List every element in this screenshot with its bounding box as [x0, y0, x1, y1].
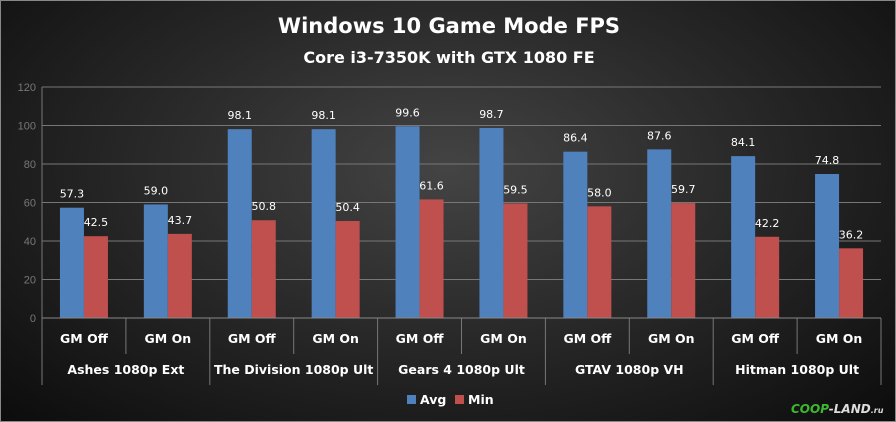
x-category-label: GM On: [480, 331, 527, 346]
bar-avg: [731, 156, 756, 318]
x-category-label: GM Off: [228, 331, 277, 346]
bar-min: [587, 206, 612, 318]
watermark-part: -LAND: [829, 402, 871, 416]
x-category-label: GM Off: [396, 331, 445, 346]
data-label: 57.3: [60, 188, 85, 201]
x-category-label: GM On: [648, 331, 695, 346]
data-label: 98.7: [479, 108, 504, 121]
data-label: 58.0: [587, 186, 612, 199]
y-tick-label: 120: [18, 82, 36, 94]
bar-avg: [815, 174, 840, 318]
y-tick-label: 80: [24, 159, 36, 171]
data-label: 98.1: [228, 109, 253, 122]
y-tick-label: 40: [24, 236, 36, 248]
bar-min: [83, 236, 108, 318]
y-tick-label: 20: [24, 275, 36, 287]
y-tick-label: 0: [30, 313, 36, 325]
watermark-part: COOP: [791, 402, 829, 416]
data-label: 84.1: [731, 136, 756, 149]
bar-avg: [227, 129, 252, 318]
y-tick-label: 100: [18, 121, 36, 133]
data-label: 59.5: [503, 183, 528, 196]
bar-avg: [479, 128, 504, 318]
data-label: 74.8: [815, 154, 840, 167]
x-category-label: GM Off: [563, 331, 612, 346]
y-tick-label: 60: [24, 198, 36, 210]
bar-min: [755, 236, 780, 318]
chart-subtitle: Core i3-7350K with GTX 1080 FE: [303, 48, 594, 67]
x-category-label: GM Off: [731, 331, 780, 346]
x-category-label: GM On: [816, 331, 863, 346]
chart-title: Windows 10 Game Mode FPS: [278, 14, 620, 38]
x-group-label: The Division 1080p Ult: [214, 362, 373, 377]
x-group-label: Hitman 1080p Ult: [735, 362, 859, 377]
data-label: 98.1: [311, 109, 336, 122]
x-group-label: GTAV 1080p VH: [575, 362, 684, 377]
x-group-label: Ashes 1080p Ext: [67, 362, 184, 377]
data-label: 87.6: [647, 129, 672, 142]
x-category-label: GM On: [145, 331, 192, 346]
data-label: 42.2: [755, 217, 780, 230]
data-label: 59.0: [144, 184, 169, 197]
legend-label: Min: [468, 392, 494, 407]
bar-min: [419, 199, 444, 318]
bar-min: [167, 233, 192, 318]
bar-min: [503, 203, 528, 318]
data-label: 50.8: [252, 200, 277, 213]
bar-min: [251, 220, 276, 318]
data-label: 50.4: [335, 201, 360, 214]
data-label: 99.6: [395, 106, 420, 119]
bar-min: [335, 220, 360, 318]
bar-avg: [563, 151, 588, 318]
data-label: 86.4: [563, 132, 588, 145]
bar-avg: [311, 129, 336, 318]
bar-min: [839, 248, 864, 318]
x-group-label: Gears 4 1080p Ult: [398, 362, 525, 377]
bar-avg: [143, 204, 168, 318]
legend-swatch-min: [455, 395, 464, 404]
x-category-label: GM Off: [60, 331, 109, 346]
bar-min: [671, 203, 696, 318]
data-label: 36.2: [839, 228, 864, 241]
bar-avg: [59, 207, 84, 318]
legend-swatch-avg: [407, 395, 416, 404]
watermark: COOP-LAND.ru: [791, 402, 884, 416]
data-label: 42.5: [84, 216, 109, 229]
x-category-label: GM On: [312, 331, 359, 346]
data-label: 43.7: [168, 214, 193, 227]
data-label: 61.6: [419, 179, 444, 192]
data-label: 59.7: [671, 183, 696, 196]
bar-avg: [395, 126, 420, 319]
watermark-part: .ru: [871, 406, 884, 415]
bar-avg: [647, 149, 672, 318]
legend-label: Avg: [420, 392, 446, 407]
svg-text:COOP-LAND.ru: COOP-LAND.ru: [791, 402, 884, 416]
